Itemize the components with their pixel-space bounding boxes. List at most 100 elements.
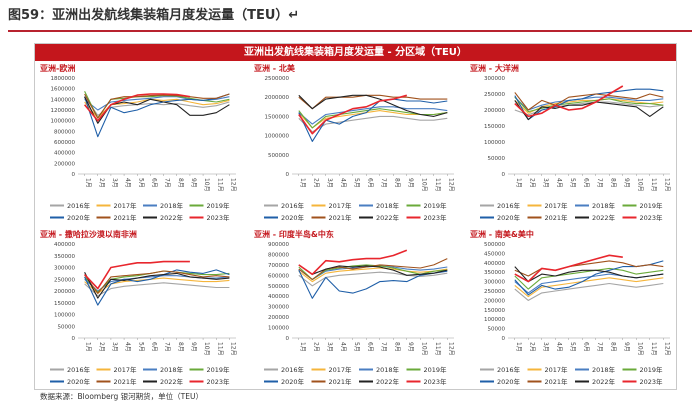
series-line-2017 xyxy=(84,277,230,294)
legend-label: 2022年 xyxy=(376,377,400,386)
x-tick-label: 9月 xyxy=(623,342,630,352)
chart-title: 亚洲 - 大洋洲 xyxy=(470,63,519,73)
x-tick-label: 5月 xyxy=(353,178,360,188)
legend-label: 2021年 xyxy=(329,213,353,222)
x-tick-label: 12月 xyxy=(447,342,454,356)
legend-label: 2018年 xyxy=(376,201,400,210)
legend-label: 2022年 xyxy=(592,213,616,222)
legend-label: 2019年 xyxy=(424,365,448,374)
y-tick-label: 350000 xyxy=(54,254,75,260)
x-tick-label: 2月 xyxy=(528,342,535,352)
legend-label: 2018年 xyxy=(592,201,616,210)
legend-label: 2021年 xyxy=(329,377,353,386)
x-tick-label: 5月 xyxy=(137,342,144,352)
series-line-2023 xyxy=(514,85,624,118)
legend-label: 2021年 xyxy=(545,213,569,222)
x-tick-label: 10月 xyxy=(420,342,427,356)
y-tick-label: 300000 xyxy=(484,76,505,82)
series-line-2021 xyxy=(298,94,448,110)
y-tick-label: 100000 xyxy=(268,326,289,332)
series-line-2017 xyxy=(84,98,230,119)
series-line-2023 xyxy=(298,94,408,135)
y-tick-label: 400000 xyxy=(54,242,75,248)
x-tick-label: 8月 xyxy=(177,178,184,188)
series-line-2020 xyxy=(84,269,230,306)
y-tick-label: 2500000 xyxy=(265,76,290,82)
series-line-2020 xyxy=(514,88,664,121)
legend-label: 2020年 xyxy=(497,377,521,386)
x-tick-label: 6月 xyxy=(582,342,589,352)
series-line-2021 xyxy=(84,93,230,119)
panel-title-banner: 亚洲出发航线集装箱月度发运量 - 分区域（TEU） xyxy=(35,44,676,61)
legend-label: 2021年 xyxy=(114,213,138,222)
x-tick-label: 1月 xyxy=(515,342,522,352)
legend-label: 2017年 xyxy=(329,201,353,210)
x-tick-label: 8月 xyxy=(393,178,400,188)
x-tick-label: 8月 xyxy=(609,342,616,352)
y-tick-label: 150000 xyxy=(54,301,75,307)
legend-label: 2023年 xyxy=(207,213,231,222)
x-tick-label: 5月 xyxy=(569,178,576,188)
legend-label: 2020年 xyxy=(281,213,305,222)
x-tick-label: 3月 xyxy=(326,342,333,352)
x-tick-label: 6月 xyxy=(582,178,589,188)
series-line-2022 xyxy=(514,266,664,283)
x-tick-label: 7月 xyxy=(164,342,171,352)
y-tick-label: 50000 xyxy=(488,156,506,162)
x-tick-label: 6月 xyxy=(366,178,373,188)
x-tick-label: 5月 xyxy=(569,342,576,352)
legend-label: 2020年 xyxy=(67,377,91,386)
y-tick-label: 200000 xyxy=(484,108,505,114)
chart-5: 亚洲 - 印度半岛&中东 0 100000 200000 300000 400000 500… xyxy=(254,229,454,386)
y-tick-label: 400000 xyxy=(484,261,505,267)
series-line-2018 xyxy=(514,96,664,111)
series-line-2023 xyxy=(514,254,623,283)
x-tick-label: 1月 xyxy=(299,342,306,352)
y-tick-label: 1600000 xyxy=(51,87,76,93)
series-line-2022 xyxy=(514,100,664,121)
x-tick-label: 2月 xyxy=(98,178,105,188)
y-tick-label: 400000 xyxy=(268,294,289,300)
legend-label: 2021年 xyxy=(114,377,138,386)
chart-3: 亚洲 - 大洋洲 0 50000 100000 150000 200000 250000 30… xyxy=(470,63,670,222)
series-line-2017 xyxy=(298,267,448,283)
x-tick-label: 11月 xyxy=(650,342,657,356)
x-tick-label: 10月 xyxy=(420,178,427,192)
y-tick-label: 900000 xyxy=(268,242,289,248)
series-line-2020 xyxy=(298,98,448,142)
y-tick-label: 1000000 xyxy=(265,134,290,140)
x-tick-label: 1月 xyxy=(85,178,92,188)
y-tick-label: 250000 xyxy=(484,289,505,295)
x-tick-label: 2月 xyxy=(98,342,105,352)
legend-label: 2018年 xyxy=(160,365,184,374)
x-tick-label: 3月 xyxy=(542,342,549,352)
y-tick-label: 0 xyxy=(286,336,290,342)
series-line-2020 xyxy=(84,93,230,138)
y-tick-label: 0 xyxy=(502,172,506,178)
legend-label: 2023年 xyxy=(640,213,664,222)
y-tick-label: 700000 xyxy=(268,263,289,269)
y-tick-label: 100000 xyxy=(484,140,505,146)
x-tick-label: 1月 xyxy=(515,178,522,188)
x-tick-label: 2月 xyxy=(312,178,319,188)
x-tick-label: 3月 xyxy=(326,178,333,188)
series-line-2023 xyxy=(84,260,190,290)
legend-label: 2018年 xyxy=(592,365,616,374)
x-tick-label: 7月 xyxy=(596,342,603,352)
x-tick-label: 12月 xyxy=(663,178,670,192)
y-tick-label: 450000 xyxy=(484,251,505,257)
legend-label: 2016年 xyxy=(67,201,91,210)
y-tick-label: 1800000 xyxy=(51,76,76,82)
chart-title: 亚洲 - 撒哈拉沙漠以南非洲 xyxy=(40,229,137,239)
legend-label: 2019年 xyxy=(640,365,664,374)
y-tick-label: 200000 xyxy=(484,298,505,304)
y-tick-label: 1000000 xyxy=(51,119,76,125)
x-tick-label: 10月 xyxy=(203,342,210,356)
x-tick-label: 11月 xyxy=(650,178,657,192)
x-tick-label: 8月 xyxy=(393,342,400,352)
y-tick-label: 250000 xyxy=(54,277,75,283)
y-tick-label: 500000 xyxy=(484,242,505,248)
legend-label: 2016年 xyxy=(497,201,521,210)
x-tick-label: 7月 xyxy=(596,178,603,188)
x-tick-label: 7月 xyxy=(164,178,171,188)
